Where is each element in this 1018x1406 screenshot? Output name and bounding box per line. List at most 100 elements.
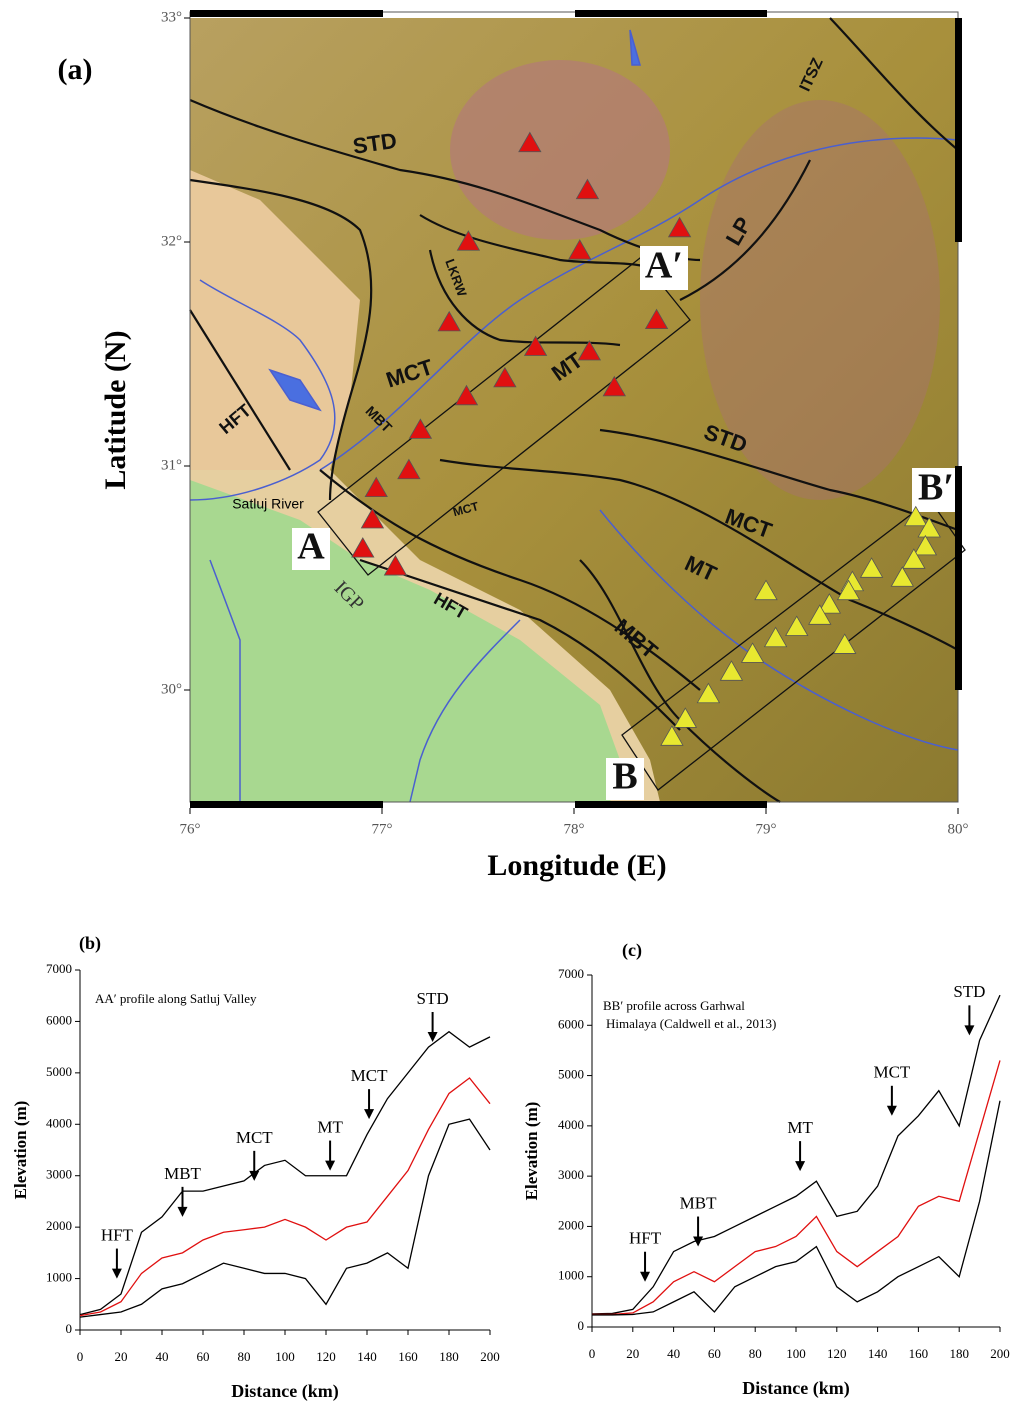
annotation: STD [417,989,449,1008]
station [673,707,698,728]
station [902,548,926,569]
y-axis-title: Latitude (N) [99,330,132,489]
x-axis-title: Distance (km) [742,1378,849,1399]
station [454,384,479,406]
x-tick-label: 200 [480,1349,500,1364]
x-tick-label: 20 [115,1349,128,1364]
panel-label: (c) [622,940,642,961]
station [351,537,375,558]
subtitle: Himalaya (Caldwell et al., 2013) [606,1016,776,1031]
station [859,557,884,578]
label-box [912,468,960,512]
arrow-head [427,1032,438,1042]
y-tick-label: 0 [578,1318,585,1333]
arrow-head [364,1109,375,1120]
arrow-head [964,1025,975,1036]
x-tick-label: 79° [756,821,777,837]
station [817,593,842,614]
station [575,178,600,200]
station [719,660,744,681]
label-box [606,758,644,800]
label-box [292,528,330,570]
profile-line [592,1060,1001,1316]
profile-line [591,994,1001,1315]
station [763,626,788,648]
x-tick-label: 77° [372,821,393,837]
station [577,339,602,361]
x-tick-label: 140 [868,1346,888,1361]
annotation: HFT [101,1225,134,1244]
y-tick-label: 32° [161,233,182,249]
station [408,418,433,439]
label-box [640,246,688,290]
map-label: A′ [645,245,683,287]
station [437,310,461,332]
x-tick-label: 120 [827,1346,847,1361]
profile-line [79,1030,491,1316]
y-tick-label: 4000 [558,1117,584,1132]
x-tick-label: 180 [949,1346,969,1361]
x-tick-label: 200 [990,1346,1010,1361]
y-tick-label: 4000 [46,1115,72,1130]
x-tick-label: 80° [948,821,969,837]
arrow-head [325,1160,336,1171]
map-label: MCT [451,499,480,519]
y-tick-label: 6000 [558,1016,584,1031]
station [833,633,857,654]
station [785,615,809,636]
panel-label: (a) [58,53,93,86]
arrow-head [177,1206,188,1217]
x-tick-label: 40 [667,1346,680,1361]
y-tick-label: 3000 [558,1167,584,1182]
station [913,534,938,556]
station [518,131,542,153]
station [644,308,669,330]
station [456,230,481,251]
x-tick-label: 180 [439,1349,459,1364]
map-label: A [297,526,325,568]
annotation: MBT [680,1193,717,1212]
arrow-head [795,1161,806,1172]
x-tick-label: 40 [156,1349,169,1364]
annotation: STD [953,982,985,1001]
map-label: B′ [918,467,954,509]
station [364,476,388,498]
annotation: HFT [629,1229,662,1248]
station [383,554,408,576]
annotation: MT [317,1117,343,1136]
x-tick-label: 80 [749,1346,762,1361]
profile-line [592,1100,1001,1316]
x-tick-label: 140 [357,1349,377,1364]
station [696,682,721,704]
x-tick-label: 0 [77,1349,84,1364]
y-tick-label: 1000 [46,1270,72,1285]
annotation: MCT [236,1128,273,1147]
panel-label: (b) [79,933,101,954]
x-tick-label: 20 [626,1346,639,1361]
x-tick-label: 160 [398,1349,418,1364]
y-tick-label: 3000 [46,1167,72,1182]
y-tick-label: 30° [161,681,182,697]
arrow-head [111,1268,122,1279]
x-tick-label: 100 [275,1349,295,1364]
subtitle: BB′ profile across Garhwal [603,998,745,1013]
map-frame [189,10,962,808]
map: STD STD MCT MCT MCT MT MT MBT MBT HFT HF… [58,10,966,882]
x-tick-label: 60 [708,1346,721,1361]
annotation: MCT [873,1063,910,1082]
station [397,458,421,480]
subtitle: AA′ profile along Satluj Valley [95,991,257,1006]
y-tick-label: 7000 [46,961,72,976]
x-tick-label: 100 [786,1346,806,1361]
y-axis-title: Elevation (m) [522,1102,541,1201]
x-tick-label: 76° [180,821,201,837]
profile-line [79,1118,491,1318]
rivers [189,29,959,803]
annotation: MT [787,1118,813,1137]
station [890,566,915,587]
y-axis-title: Elevation (m) [11,1101,30,1200]
y-tick-label: 33° [161,9,182,25]
station [754,579,778,601]
x-tick-label: 120 [316,1349,336,1364]
